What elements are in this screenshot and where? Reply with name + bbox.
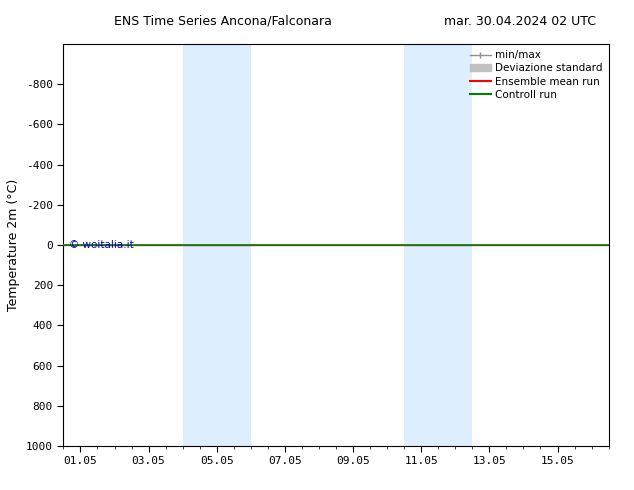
Bar [404, 44, 472, 446]
Bar [183, 44, 251, 446]
Y-axis label: Temperature 2m (°C): Temperature 2m (°C) [8, 179, 20, 311]
Legend: min/max, Deviazione standard, Ensemble mean run, Controll run: min/max, Deviazione standard, Ensemble m… [466, 46, 607, 104]
Text: © woitalia.it: © woitalia.it [69, 240, 134, 250]
Text: ENS Time Series Ancona/Falconara: ENS Time Series Ancona/Falconara [114, 15, 332, 28]
Text: mar. 30.04.2024 02 UTC: mar. 30.04.2024 02 UTC [444, 15, 596, 28]
